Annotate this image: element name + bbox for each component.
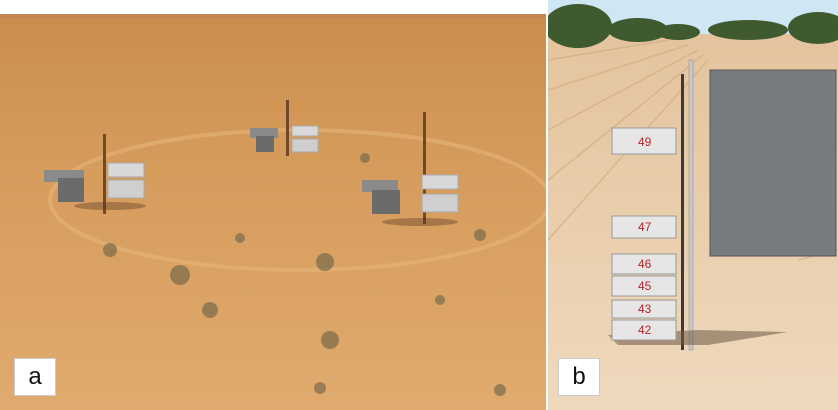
sampler-tag-45: 45 <box>638 279 652 293</box>
photo-panel-b: 49 47 46 45 43 42 b <box>548 0 838 410</box>
panel-label-b: b <box>558 358 600 396</box>
sampler-box-43: 43 <box>611 299 677 319</box>
sand-trap-left <box>44 134 146 214</box>
sampler-box-46: 46 <box>611 253 677 275</box>
sampler-box-49: 49 <box>611 127 677 155</box>
sampler-tag-43: 43 <box>638 302 652 316</box>
photo-panel-a: a <box>0 0 546 410</box>
sampler-tag-47: 47 <box>638 220 652 234</box>
sampler-tag-49: 49 <box>638 135 652 149</box>
sampler-box-47: 47 <box>611 215 677 239</box>
field-sand-sampler-photo: 49 47 46 45 43 42 <box>548 0 838 410</box>
sampler-tag-46: 46 <box>638 257 652 271</box>
desert-sand-trap-photo <box>0 0 546 410</box>
sampler-box-42: 42 <box>611 319 677 341</box>
sampler-box-45: 45 <box>611 275 677 297</box>
sand-trap-right <box>362 112 459 226</box>
deflector-board <box>709 69 837 257</box>
sand-trap-back <box>250 100 319 156</box>
sampler-tag-42: 42 <box>638 323 652 337</box>
panel-label-a: a <box>14 358 56 396</box>
